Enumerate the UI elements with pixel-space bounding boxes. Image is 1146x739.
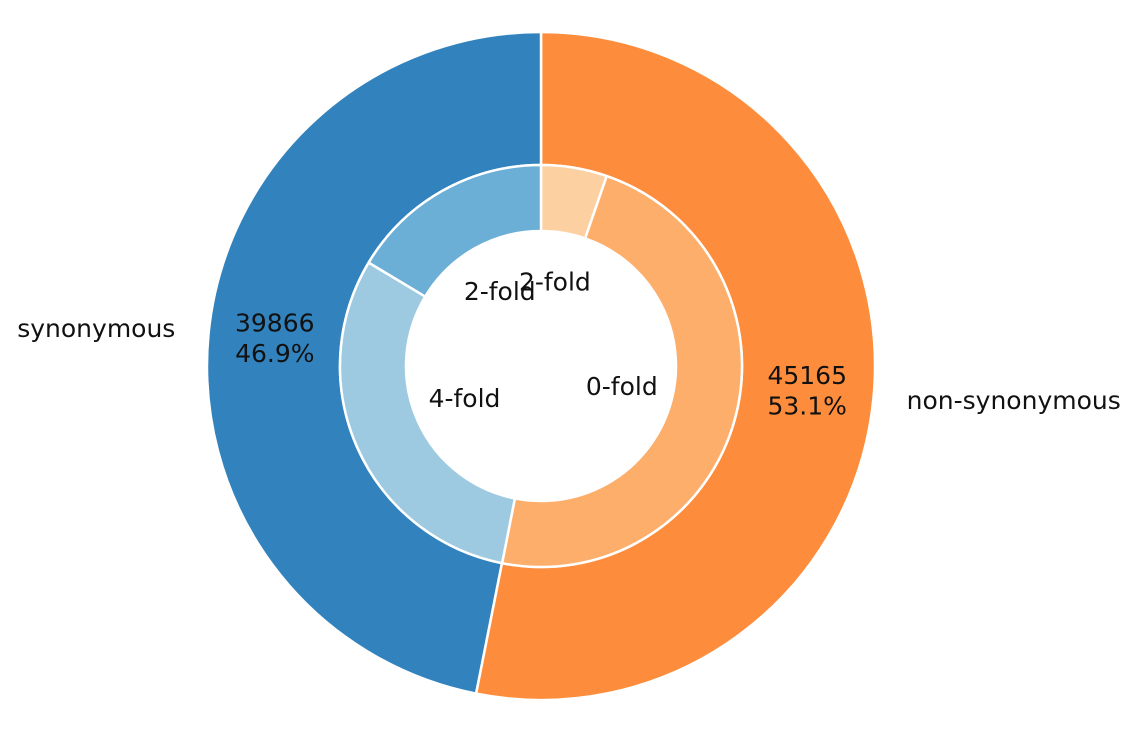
inner-slice-4-fold-synonymous [338,260,517,565]
outer-slice-category-label-line: synonymous [17,314,175,343]
inner-slice-label: 0-fold [586,372,658,401]
outer-slice-value-label: 45165 53.1% [767,361,847,421]
inner-slice-label: 4-fold [429,384,501,413]
inner-slice-2-fold-synonymous [366,163,543,299]
outer-slice-value-label: 39866 46.9% [235,309,315,369]
inner-slice-0-fold-non-synonymous [500,174,744,569]
inner-slice-label: 2-fold [464,277,536,306]
outer-slice-category-label: non-synonymous [907,386,1121,415]
inner-slice-label-line: 0-fold [586,372,658,401]
inner-slice-label-line: 2-fold [464,277,536,306]
inner-slice-label-line: 4-fold [429,384,501,413]
inner-slice-label: 2-fold [519,267,591,296]
outer-slice-value-label-line: 45165 [767,361,847,390]
outer-slice-value-label-line: 39866 [235,309,315,338]
outer-slice-value-label-line: 46.9% [235,339,314,368]
outer-slice-category-label: synonymous [17,314,175,343]
outer-slice-value-label-line: 53.1% [768,391,847,420]
inner-slice-label-line: 2-fold [519,267,591,296]
outer-slice-category-label-line: non-synonymous [907,386,1121,415]
